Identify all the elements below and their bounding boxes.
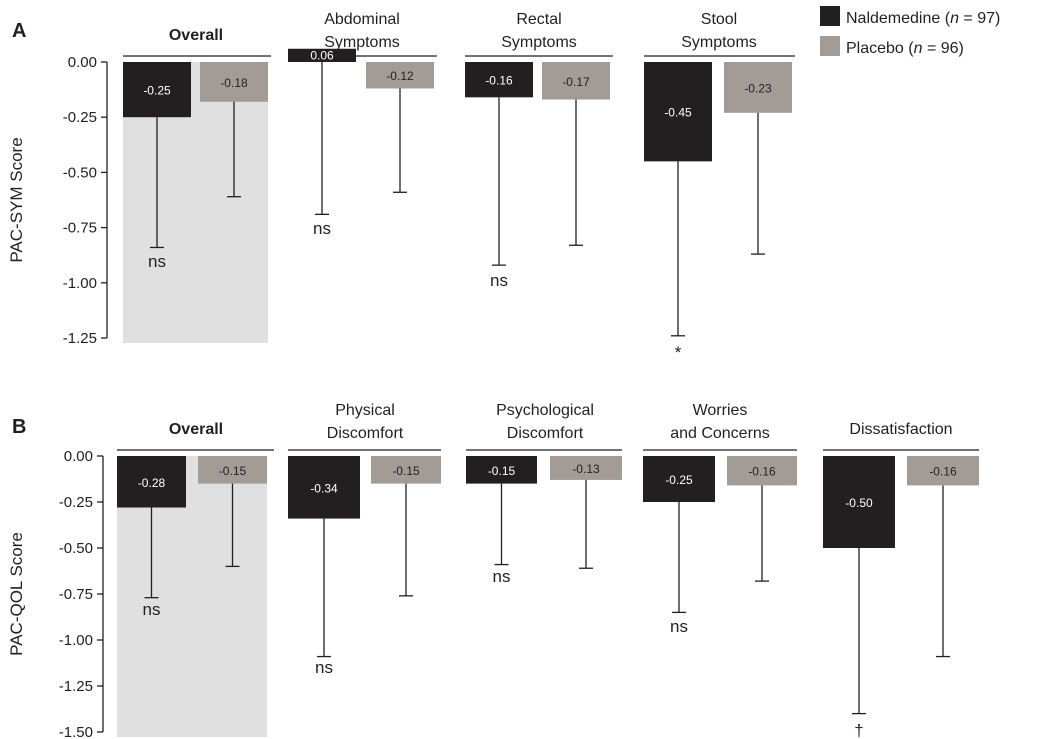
- y-axis-label: PAC-SYM Score: [7, 137, 26, 262]
- bar-placebo: [200, 62, 268, 102]
- bar-value-label: -0.23: [744, 81, 772, 95]
- group-title: Symptoms: [501, 34, 577, 51]
- bar-naldemedine: [117, 456, 186, 508]
- significance-marker: ns: [313, 219, 331, 238]
- panel-b: B 0.00 -0.25 -0.50 -0.75 -1.00 -1.25 -1.50 PAC-Q…: [7, 402, 979, 739]
- significance-marker: ns: [493, 567, 511, 586]
- group-title: Physical: [335, 402, 395, 419]
- group-title: Psychological: [496, 402, 594, 419]
- bar-naldemedine: [123, 62, 191, 118]
- bar-value-label: -0.34: [310, 481, 338, 495]
- significance-marker: ns: [148, 252, 166, 271]
- y-tick-label: -0.75: [63, 220, 97, 237]
- bar-value-label: -0.28: [138, 476, 166, 490]
- significance-marker: *: [675, 343, 682, 362]
- significance-marker: ns: [143, 600, 161, 619]
- bar-naldemedine: [466, 456, 537, 484]
- y-tick-label: 0.00: [64, 448, 93, 465]
- significance-marker: ns: [315, 658, 333, 677]
- y-tick-label: -1.25: [63, 330, 97, 347]
- bar-value-label: -0.18: [220, 76, 248, 90]
- bar-placebo: [550, 456, 622, 480]
- y-tick-label: -1.25: [59, 678, 93, 695]
- bar-placebo: [907, 456, 979, 486]
- y-tick-label: 0.00: [68, 54, 97, 71]
- group-title: Discomfort: [327, 425, 404, 442]
- significance-marker: †: [854, 721, 863, 739]
- bar-placebo: [727, 456, 797, 486]
- group-title: Stool: [701, 11, 737, 28]
- bar-value-label: -0.16: [929, 465, 957, 479]
- legend-swatch: [820, 36, 840, 56]
- y-tick-label: -0.25: [63, 109, 97, 126]
- panel-label: A: [12, 20, 26, 42]
- bar-naldemedine: [465, 62, 533, 98]
- y-tick-label: -1.50: [59, 724, 93, 739]
- significance-marker: ns: [670, 617, 688, 636]
- y-tick-label: -0.25: [59, 494, 93, 511]
- group-title: Symptoms: [324, 34, 400, 51]
- legend-swatch: [820, 6, 840, 26]
- panel-label: B: [12, 416, 26, 438]
- bar-value-label: -0.17: [562, 75, 590, 89]
- bar-value-label: -0.15: [488, 464, 516, 478]
- bar-value-label: -0.15: [392, 464, 420, 478]
- group-title: Rectal: [516, 11, 561, 28]
- group-title: Dissatisfaction: [849, 421, 952, 438]
- bar-placebo: [198, 456, 267, 484]
- panel-a: A 0.00 -0.25 -0.50 -0.75 -1.00 -1.25 PAC-SYM Sc…: [7, 11, 795, 362]
- bar-value-label: -0.12: [386, 69, 414, 83]
- bar-value-label: -0.50: [845, 496, 873, 510]
- significance-marker: ns: [490, 271, 508, 290]
- group-title: Overall: [169, 421, 223, 438]
- group-title: Worries: [693, 402, 748, 419]
- bar-value-label: -0.13: [572, 462, 600, 476]
- bar-value-label: 0.06: [310, 48, 334, 62]
- y-tick-label: -1.00: [59, 632, 93, 649]
- y-tick-label: -0.75: [59, 586, 93, 603]
- y-tick-label: -0.50: [59, 540, 93, 557]
- bar-naldemedine: [288, 456, 360, 519]
- bar-value-label: -0.25: [143, 84, 171, 98]
- bar-value-label: -0.15: [219, 464, 247, 478]
- group-title: Discomfort: [507, 425, 584, 442]
- legend-label: Naldemedine (n = 97): [846, 10, 1000, 27]
- bar-placebo: [542, 62, 610, 100]
- bar-value-label: -0.45: [664, 106, 692, 120]
- y-tick-label: -1.00: [63, 275, 97, 292]
- legend: Naldemedine (n = 97) Placebo (n = 96): [820, 6, 1000, 57]
- bar-naldemedine: [643, 456, 715, 502]
- group-title: Abdominal: [324, 11, 400, 28]
- legend-label: Placebo (n = 96): [846, 40, 964, 57]
- y-tick-label: -0.50: [63, 164, 97, 181]
- bar-value-label: -0.25: [665, 473, 693, 487]
- bar-value-label: -0.16: [485, 74, 513, 88]
- bar-naldemedine: [644, 62, 712, 162]
- bar-value-label: -0.16: [748, 465, 776, 479]
- bar-naldemedine: [823, 456, 895, 548]
- bar-placebo: [371, 456, 441, 484]
- bar-placebo: [724, 62, 792, 113]
- group-title: Overall: [169, 27, 223, 44]
- y-axis-label: PAC-QOL Score: [7, 532, 26, 656]
- group-title: Symptoms: [681, 34, 757, 51]
- bar-naldemedine: [288, 48, 356, 62]
- group-title: and Concerns: [670, 425, 770, 442]
- bar-placebo: [366, 62, 434, 89]
